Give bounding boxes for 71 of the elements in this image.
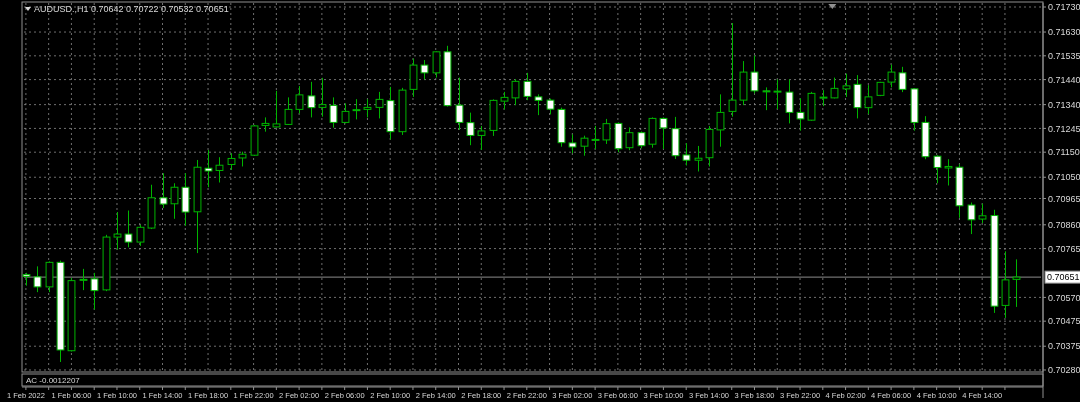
candlestick (853, 74, 862, 119)
candlestick (1012, 258, 1021, 308)
candlestick (716, 93, 725, 148)
y-tick-label: 0.70765 (1048, 243, 1080, 254)
candlestick (944, 158, 953, 186)
y-tick-label: 0.71730 (1048, 2, 1080, 13)
candlestick (284, 96, 293, 126)
candlestick (580, 135, 589, 157)
candlestick (136, 224, 145, 247)
candlestick (773, 78, 782, 110)
candlestick (215, 156, 224, 183)
candlestick (523, 72, 532, 101)
candlestick (898, 66, 907, 93)
candlestick (329, 96, 338, 129)
y-tick-label: 0.71440 (1048, 74, 1080, 85)
y-tick-label: 0.70375 (1048, 341, 1080, 352)
candlestick (272, 90, 281, 129)
candlestick (750, 55, 759, 94)
candlestick (375, 91, 384, 119)
candlestick (79, 268, 88, 291)
candlestick (33, 265, 42, 293)
y-tick-label: 0.70570 (1048, 292, 1080, 303)
y-tick-label: 0.71150 (1048, 147, 1080, 158)
y-tick-label: 0.71340 (1048, 99, 1080, 110)
candlestick (363, 98, 372, 118)
candlestick (307, 81, 316, 118)
y-tick-label: 0.70965 (1048, 193, 1080, 204)
y-tick-label: 0.70475 (1048, 316, 1080, 327)
candlestick (420, 59, 429, 80)
candlestick (864, 84, 873, 115)
candlestick (796, 97, 805, 132)
text: AC -0.0012207 (26, 376, 81, 385)
candlestick (295, 85, 304, 114)
candlestick (591, 125, 600, 150)
candlestick (967, 202, 976, 235)
candlestick (204, 149, 213, 188)
candlestick (170, 182, 179, 220)
candlestick (534, 93, 543, 116)
candlestick (830, 77, 839, 99)
candlestick (511, 78, 520, 106)
ref-line-label: 0.70651 (1047, 272, 1080, 283)
candlestick (124, 210, 133, 248)
candlestick (887, 64, 896, 88)
y-tick-label: 0.70280 (1048, 365, 1080, 376)
candlestick (466, 112, 475, 146)
candlestick (762, 86, 771, 111)
candlestick (602, 118, 611, 145)
y-tick-label: 0.70860 (1048, 219, 1080, 230)
candlestick (682, 142, 691, 166)
candlestick (432, 50, 441, 79)
candlestick (90, 272, 99, 310)
candlestick (694, 145, 703, 172)
y-tick-label: 0.71535 (1048, 50, 1080, 61)
candlestick (978, 203, 987, 224)
candlestick (568, 133, 577, 154)
candlestick (318, 77, 327, 118)
candlestick (625, 126, 634, 151)
candlestick (659, 116, 668, 150)
candlestick (842, 73, 851, 98)
candlestick (159, 172, 168, 209)
y-tick-label: 0.71630 (1048, 27, 1080, 38)
candlestick (933, 154, 942, 184)
y-tick-label: 0.71050 (1048, 172, 1080, 183)
candlestick (455, 77, 464, 131)
candlestick (785, 78, 794, 124)
candlestick (113, 211, 122, 251)
candlestick (728, 22, 737, 118)
chart-title: AUDUSD.,H1 0.70642 0.70722 0.70532 0.70651 (34, 4, 229, 14)
y-tick-label: 0.71245 (1048, 123, 1080, 134)
candlestick (352, 98, 361, 120)
candlestick (477, 125, 486, 151)
